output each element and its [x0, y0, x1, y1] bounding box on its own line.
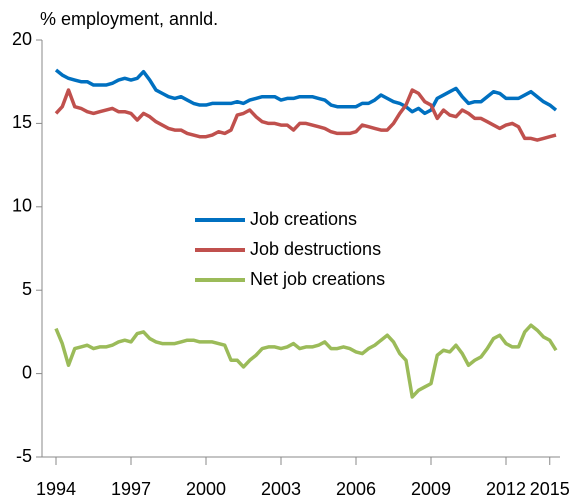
y-tick-label: 0: [22, 362, 32, 382]
series-line: [54, 88, 557, 142]
y-tick-label: 10: [12, 196, 32, 216]
legend-label: Job creations: [250, 209, 357, 229]
x-tick-label: 2015: [530, 479, 570, 499]
x-tick-label: 2003: [261, 479, 301, 499]
chart-title: % employment, annld.: [40, 9, 218, 29]
x-tick-label: 1994: [36, 479, 76, 499]
y-tick-label: 20: [12, 29, 32, 49]
x-tick-label: 2006: [336, 479, 376, 499]
series-line: [54, 323, 558, 399]
y-tick-label: 5: [22, 279, 32, 299]
series-line: [54, 68, 558, 116]
y-tick-label: 15: [12, 112, 32, 132]
x-tick-label: 1997: [111, 479, 151, 499]
x-tick-label: 2009: [411, 479, 451, 499]
x-tick-label: 2000: [186, 479, 226, 499]
y-tick-label: -5: [16, 446, 32, 466]
legend-label: Net job creations: [250, 269, 385, 289]
legend-label: Job destructions: [250, 239, 381, 259]
x-tick-label: 2012: [486, 479, 526, 499]
